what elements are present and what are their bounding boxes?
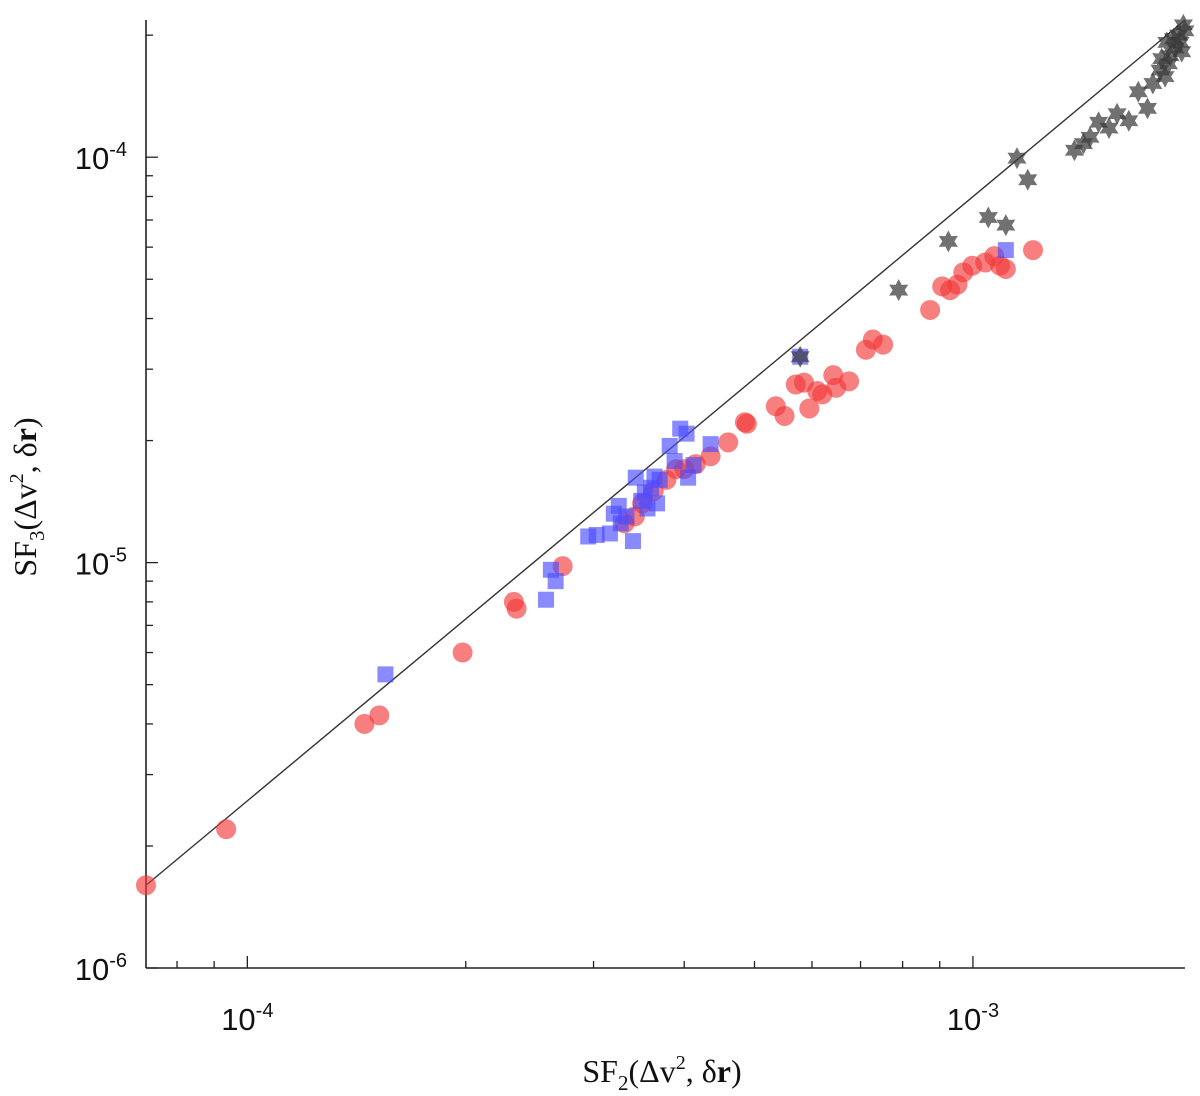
square-point <box>624 533 641 550</box>
circle-point <box>995 258 1016 279</box>
circle-point <box>873 334 894 355</box>
star-point <box>938 230 958 253</box>
circle-point <box>354 713 375 734</box>
circle-point <box>718 432 739 453</box>
star-point <box>1157 31 1177 54</box>
star-point <box>996 214 1016 237</box>
data-marks-layer <box>136 13 1195 896</box>
square-point <box>377 666 394 683</box>
square-point <box>627 469 644 486</box>
star-point <box>1150 59 1170 82</box>
circle-point <box>920 299 941 320</box>
star-point <box>1007 147 1027 170</box>
star-point <box>1089 111 1109 134</box>
minor-ticks <box>146 34 974 969</box>
star-point <box>1152 47 1172 70</box>
square-point <box>702 436 719 453</box>
circle-point <box>774 405 795 426</box>
star-point <box>889 279 909 302</box>
square-point <box>547 573 564 590</box>
star-point <box>1155 65 1175 88</box>
circle-point <box>839 371 860 392</box>
circle-point <box>1023 240 1044 261</box>
star-point <box>1137 97 1158 120</box>
star-point <box>1064 139 1084 162</box>
star-point <box>1099 117 1119 140</box>
square-point <box>618 508 635 525</box>
star-point <box>1128 80 1148 103</box>
y-tick-label: 10-5 <box>75 545 127 582</box>
x-tick-label: 10-3 <box>947 1000 999 1037</box>
star-point <box>1107 102 1127 125</box>
square-point <box>588 526 605 543</box>
star-point <box>1018 168 1038 191</box>
x-tick-label: 10-4 <box>221 1000 273 1037</box>
circle-point <box>216 819 237 840</box>
square-point <box>685 457 702 474</box>
y-axis-label: SF3(Δv2, δr) <box>6 417 49 576</box>
x-axis-label: SF2(Δv2, δr) <box>582 1052 741 1095</box>
star-point <box>1143 72 1163 95</box>
square-point <box>651 471 668 488</box>
star-point <box>1172 40 1192 63</box>
star-point <box>790 345 810 368</box>
star-point <box>1175 19 1195 42</box>
square-point <box>666 453 683 470</box>
star-point <box>1119 109 1139 132</box>
square-point <box>538 591 555 608</box>
tick-labels: 10-4 10-3 10-6 10-5 10-4 <box>75 139 999 1037</box>
circle-point <box>506 598 527 619</box>
square-point <box>649 495 666 512</box>
star-point <box>1170 31 1190 54</box>
circle-point <box>736 413 757 434</box>
square-point <box>678 425 695 442</box>
square-point <box>997 242 1014 259</box>
y-tick-label: 10-6 <box>75 950 127 987</box>
circle-point <box>136 875 156 896</box>
star-point <box>1073 132 1093 155</box>
y-tick-label: 10-4 <box>75 139 127 176</box>
star-point <box>1160 44 1180 67</box>
square-point <box>661 437 678 454</box>
circle-point <box>452 642 473 663</box>
star-point <box>978 206 998 229</box>
circle-point <box>799 398 820 419</box>
square-point <box>680 469 697 486</box>
circle-point <box>369 705 390 726</box>
star-point <box>1080 126 1100 149</box>
plot-area: 10-4 10-3 10-6 10-5 10-4 <box>75 13 1195 1037</box>
